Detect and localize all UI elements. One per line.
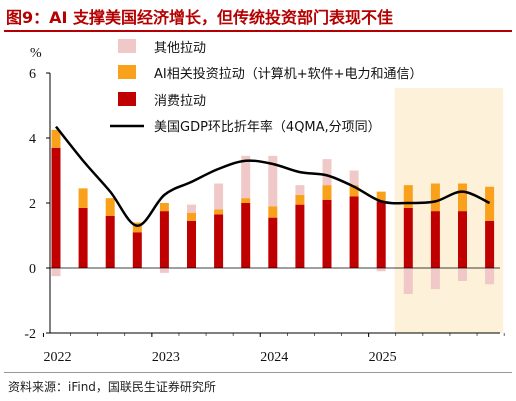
bar-2025Q3-2 [430,211,440,268]
legend-label-2: 消费拉动 [154,94,206,109]
bar-2025Q4-0 [458,268,467,281]
bar-2024Q2-1 [295,194,305,205]
bar-2025Q1-0 [376,268,386,272]
bar-2025Q2-1 [403,185,413,208]
bar-2022Q1-1 [51,129,61,148]
bar-2022Q4-2 [132,232,142,268]
bar-2026Q1-1 [485,186,495,221]
bar-2022Q3-1 [105,198,115,216]
y-tick-label: -2 [24,327,36,342]
source-note: 资料来源：iFind，国联民生证券研究所 [8,380,216,394]
legend-label-0: 其他拉动 [154,41,206,56]
bar-2023Q3-2 [214,214,224,268]
legend-label-3: 美国GDP环比折年率（4QMA,分项同） [154,119,381,135]
bar-2024Q1-0 [268,155,278,207]
legend-swatch-0 [118,39,136,53]
chart-svg: -2 0 2 4 6% 2022 2023 2024 2025 其他拉动 AI相关投资拉动（计算机… [24,39,505,365]
y-tick-label: 0 [29,262,36,277]
bar-2022Q4-1 [132,222,142,233]
bar-2024Q1-1 [268,206,278,218]
legend-swatch-1 [118,65,136,79]
bar-2022Q1-2 [51,147,61,268]
bar-2022Q2-1 [78,188,88,208]
bar-2023Q2-0 [187,204,196,213]
bar-2022Q1-0 [51,268,61,277]
bar-2025Q3-1 [430,183,440,212]
bar-2023Q1-1 [159,203,169,212]
y-tick-label: 4 [29,132,36,147]
bar-2024Q3-2 [322,199,332,268]
bar-2025Q2-0 [403,268,413,294]
bar-2023Q1-2 [159,211,169,268]
bar-layer [51,129,495,294]
legend-layer: 其他拉动 AI相关投资拉动（计算机+软件+电力和通信） 消费拉动美国GDP环比折年率… [110,39,423,135]
x-tick-label: 2024 [260,350,288,365]
bar-2023Q2-1 [187,212,196,221]
line-layer [55,125,491,227]
bar-2024Q4-0 [349,170,359,186]
title-rule [4,30,512,32]
bar-2023Q4-1 [241,198,251,203]
bar-2026Q1-2 [485,220,495,268]
x-tick-label: 2023 [152,350,180,365]
bar-2023Q2-2 [187,220,196,268]
bar-2024Q4-1 [349,185,359,197]
bar-2023Q4-2 [241,203,251,268]
forecast-highlight-band [394,88,504,333]
bar-2025Q3-0 [430,268,440,290]
bar-2025Q4-1 [458,183,467,212]
bar-2024Q1-2 [268,217,278,268]
figure-title: 图9：AI 支撑美国经济增长，但传统投资部门表现不佳 [6,8,394,27]
highlight-layer [394,88,504,333]
y-axis-label: % [30,46,42,61]
bar-2022Q2-2 [78,207,88,268]
bar-2025Q2-2 [403,207,413,268]
bar-2026Q1-0 [485,268,495,285]
gdp-line [55,125,491,227]
bar-2022Q3-2 [105,216,115,268]
x-tick-label: 2022 [43,350,71,365]
bar-2025Q1-1 [376,191,386,202]
bar-2024Q3-1 [322,185,332,200]
bar-2024Q4-2 [349,196,359,268]
bar-2023Q3-1 [214,209,224,215]
bar-2025Q4-2 [458,211,467,268]
axis-layer: -2 0 2 4 6% 2022 2023 2024 2025 [24,46,505,365]
bar-2025Q1-2 [376,201,386,268]
bar-2024Q3-0 [322,159,332,186]
bar-2023Q3-0 [214,183,224,210]
bar-2023Q4-0 [241,155,251,199]
legend-swatch-2 [118,92,136,106]
legend-label-1: AI相关投资拉动（计算机+软件+电力和通信） [154,66,423,82]
source-rule [4,372,512,373]
bar-2023Q1-0 [159,268,169,273]
y-tick-label: 6 [29,67,36,82]
bar-2024Q2-2 [295,204,305,268]
x-tick-label: 2025 [369,350,397,365]
bar-2024Q2-0 [295,185,305,195]
y-tick-label: 2 [29,197,36,212]
